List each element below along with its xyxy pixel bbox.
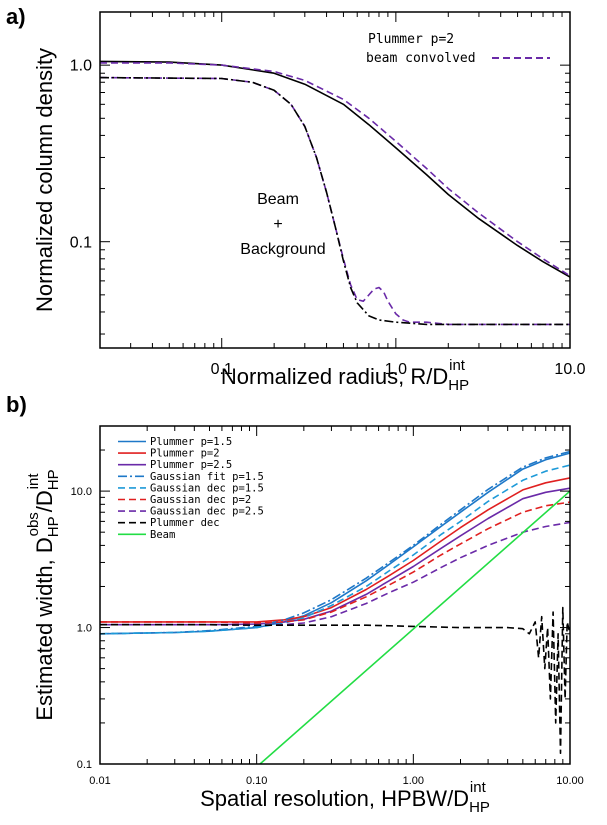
legend-label: Gaussian dec p=2: [150, 494, 251, 506]
panel-a-series-2: [100, 62, 570, 277]
legend-label: Gaussian fit p=1.5: [150, 471, 264, 483]
panel-a-x-axis-label-main: Normalized radius, R/D: [221, 364, 448, 389]
panel-a-ticks: 0.1 1.0 10.0 0.1 1.0: [70, 11, 586, 378]
panel-b-y-axis-label-sub1: HP: [45, 516, 62, 537]
panel-b-x-axis-label-sup: int: [470, 779, 487, 796]
panel-b-x-axis-label-main: Spatial resolution, HPBW/D: [200, 786, 469, 811]
panel-b-series-4: [100, 450, 570, 635]
panel-a-legend-line-1: Plummer p=2: [368, 32, 454, 47]
legend-label: Plummer p=2: [150, 448, 220, 460]
panel-a: a) 0.1 1.0 10.0 0.1 1.0 Normalized column de…: [6, 4, 586, 394]
legend-label: Plummer p=2.5: [150, 459, 232, 471]
x-tick-label: 1.0: [385, 361, 407, 378]
panel-b-series-6: [100, 501, 570, 624]
legend-label: Beam: [150, 529, 175, 541]
annotation-beam: Beam: [257, 191, 299, 208]
y-tick-label: 0.1: [77, 759, 92, 771]
panel-b-y-axis-label-main: Estimated width, D: [32, 537, 57, 720]
x-tick-label: 0.10: [246, 775, 267, 787]
panel-a-series: [100, 60, 570, 326]
legend-label: Plummer p=1.5: [150, 436, 232, 448]
y-tick-label: 0.1: [70, 234, 92, 251]
panel-a-series-1: [100, 60, 570, 278]
x-tick-label: 0.1: [211, 361, 233, 378]
panel-a-series-3: [100, 76, 570, 326]
panel-b-y-axis-label-sup1: obs: [25, 512, 42, 536]
panel-a-annotation: Beam + Background: [240, 191, 325, 258]
x-tick-label: 1.00: [403, 775, 424, 787]
legend-label: Plummer dec: [150, 517, 220, 529]
panel-a-label: a): [6, 4, 26, 29]
y-tick-label: 1.0: [77, 622, 92, 634]
panel-a-x-axis-label-sub: HP: [448, 377, 469, 394]
panel-b-series-5: [100, 464, 570, 635]
panel-b-ticks: 0.01 0.10 1.00 10.00 0.1 1.0 10.0: [71, 425, 584, 787]
panel-b-series: [100, 450, 570, 764]
panel-b-series-8: [100, 606, 570, 755]
legend-label: Gaussian dec p=2.5: [150, 506, 264, 518]
y-tick-label: 1.0: [70, 58, 92, 75]
panel-b-y-axis-label-sub2: HP: [45, 469, 62, 490]
panel-b-x-axis-label: Spatial resolution, HPBW/DHP int: [200, 779, 490, 816]
y-tick-label: 10.0: [71, 486, 92, 498]
annotation-plus: +: [273, 216, 282, 233]
panel-a-x-axis-label-sup: int: [449, 357, 466, 374]
panel-a-x-axis-label: Normalized radius, R/DHP int: [221, 357, 469, 394]
panel-b-series-9: [259, 490, 570, 764]
panel-b-x-axis-label-sub: HP: [469, 799, 490, 816]
panel-b-label: b): [6, 392, 27, 417]
legend-label: Gaussian dec p=1.5: [150, 482, 264, 494]
panel-b: b) 0.01 0.10 1.00 10.00 0.1 1.0 10.0 Plummer p…: [6, 392, 584, 816]
panel-a-series-4: [100, 76, 570, 326]
panel-a-legend-line-2: beam convolved: [366, 51, 476, 66]
panel-b-y-axis-label: Estimated width, DHPobs/DHPint: [25, 469, 62, 720]
panel-a-frame: [99, 11, 571, 349]
x-tick-label: 10.0: [554, 361, 585, 378]
panel-b-y-axis-label-mid: /D: [32, 490, 57, 512]
panel-a-y-axis-label: Normalized column density: [32, 48, 57, 312]
panel-b-frame: [99, 425, 571, 765]
x-tick-label: 10.00: [556, 775, 584, 787]
x-tick-label: 0.01: [89, 775, 110, 787]
panel-a-legend: Plummer p=2 beam convolved: [366, 32, 550, 66]
panel-b-y-axis-label-sup2: int: [25, 473, 42, 490]
annotation-background: Background: [240, 241, 325, 258]
